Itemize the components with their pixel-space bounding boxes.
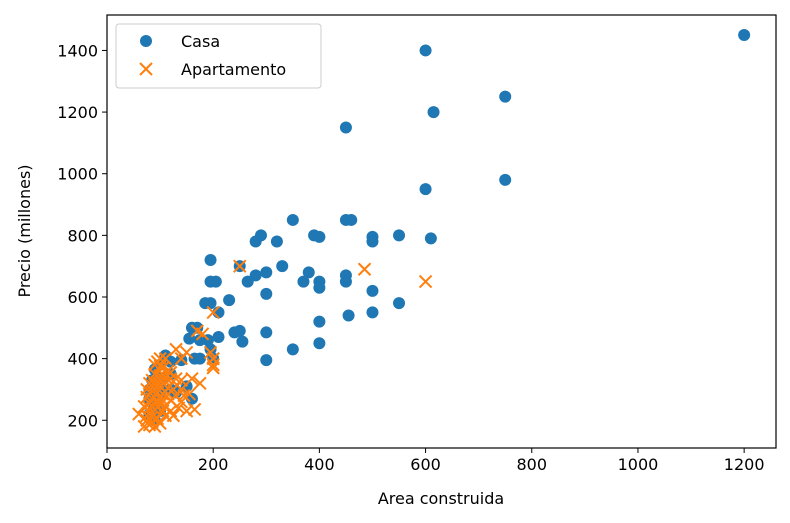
point-apartamento: [185, 371, 199, 386]
x-tick-label: 1200: [724, 455, 765, 474]
point-apartamento: [187, 402, 202, 417]
point-apartamento: [206, 361, 220, 375]
point-casa: [236, 335, 249, 348]
point-casa: [175, 354, 188, 367]
point-casa: [223, 294, 236, 307]
legend: Casa Apartamento: [115, 23, 322, 89]
y-tick-label: 1400: [57, 41, 98, 60]
point-casa: [499, 173, 512, 186]
point-casa: [241, 275, 254, 288]
point-casa: [424, 232, 437, 245]
x-tick-label: 1000: [618, 455, 659, 474]
y-tick-label: 1200: [57, 103, 98, 122]
point-apartamento: [166, 408, 181, 423]
point-casa: [313, 337, 326, 350]
x-tick-label: 0: [102, 455, 112, 474]
point-apartamento: [132, 407, 146, 421]
point-casa: [297, 275, 310, 288]
point-casa: [366, 306, 379, 319]
x-tick-label: 200: [198, 455, 229, 474]
point-casa: [339, 121, 352, 134]
legend-label-casa: Casa: [181, 32, 220, 51]
point-apartamento: [174, 351, 189, 366]
y-axis-label: Precio (millones): [15, 164, 34, 297]
legend-box: [115, 23, 322, 89]
point-casa: [286, 213, 299, 226]
y-tick-label: 1000: [57, 165, 98, 184]
plot-frame: [106, 14, 777, 449]
y-axis-ticks: 200 400 600 800 1000 1200 1400: [57, 41, 107, 430]
point-casa: [499, 90, 512, 103]
point-apartamento: [233, 259, 247, 273]
point-casa: [419, 44, 432, 57]
x-axis-ticks: 0 200 400 600 800 1000 1200: [102, 448, 765, 474]
y-tick-label: 600: [67, 288, 98, 307]
point-casa: [313, 281, 326, 294]
point-casa: [393, 229, 406, 242]
point-casa: [260, 266, 273, 279]
point-apartamento: [171, 401, 186, 415]
legend-marker-apartamento: [139, 62, 153, 76]
legend-marker-casa: [140, 35, 152, 47]
point-casa: [427, 106, 440, 119]
x-axis-label: Area construida: [378, 489, 504, 508]
point-casa: [286, 343, 299, 356]
point-casa: [276, 260, 289, 273]
point-casa: [345, 213, 358, 226]
point-casa: [313, 315, 326, 328]
point-casa: [260, 354, 273, 367]
point-casa: [260, 287, 273, 300]
point-apartamento: [148, 419, 162, 434]
point-casa: [302, 266, 315, 279]
point-casa: [393, 297, 406, 310]
legend-label-apartamento: Apartamento: [181, 60, 286, 79]
point-casa: [260, 326, 273, 339]
point-casa: [366, 235, 379, 248]
point-casa: [249, 235, 262, 248]
point-casa: [339, 275, 352, 288]
point-casa: [366, 284, 379, 297]
point-apartamento: [203, 345, 218, 360]
x-tick-label: 800: [516, 455, 547, 474]
points-layer: [132, 29, 751, 434]
point-apartamento: [195, 327, 210, 341]
point-casa: [270, 235, 283, 248]
point-casa: [342, 309, 355, 322]
point-apartamento: [206, 305, 220, 320]
point-casa: [209, 275, 222, 288]
point-casa: [738, 29, 751, 42]
point-apartamento: [357, 262, 372, 276]
point-casa: [233, 324, 246, 337]
point-casa: [313, 230, 326, 243]
x-tick-label: 400: [304, 455, 335, 474]
y-tick-label: 400: [67, 350, 98, 369]
y-tick-label: 800: [67, 226, 98, 245]
point-apartamento: [193, 376, 207, 390]
y-tick-label: 200: [67, 411, 98, 430]
point-casa: [204, 297, 217, 310]
point-apartamento: [206, 358, 220, 372]
point-apartamento: [179, 404, 194, 418]
point-casa: [193, 352, 206, 365]
x-tick-label: 600: [410, 455, 441, 474]
point-casa: [204, 254, 217, 267]
point-casa: [212, 331, 225, 344]
point-apartamento: [418, 274, 433, 289]
point-casa: [419, 183, 432, 196]
